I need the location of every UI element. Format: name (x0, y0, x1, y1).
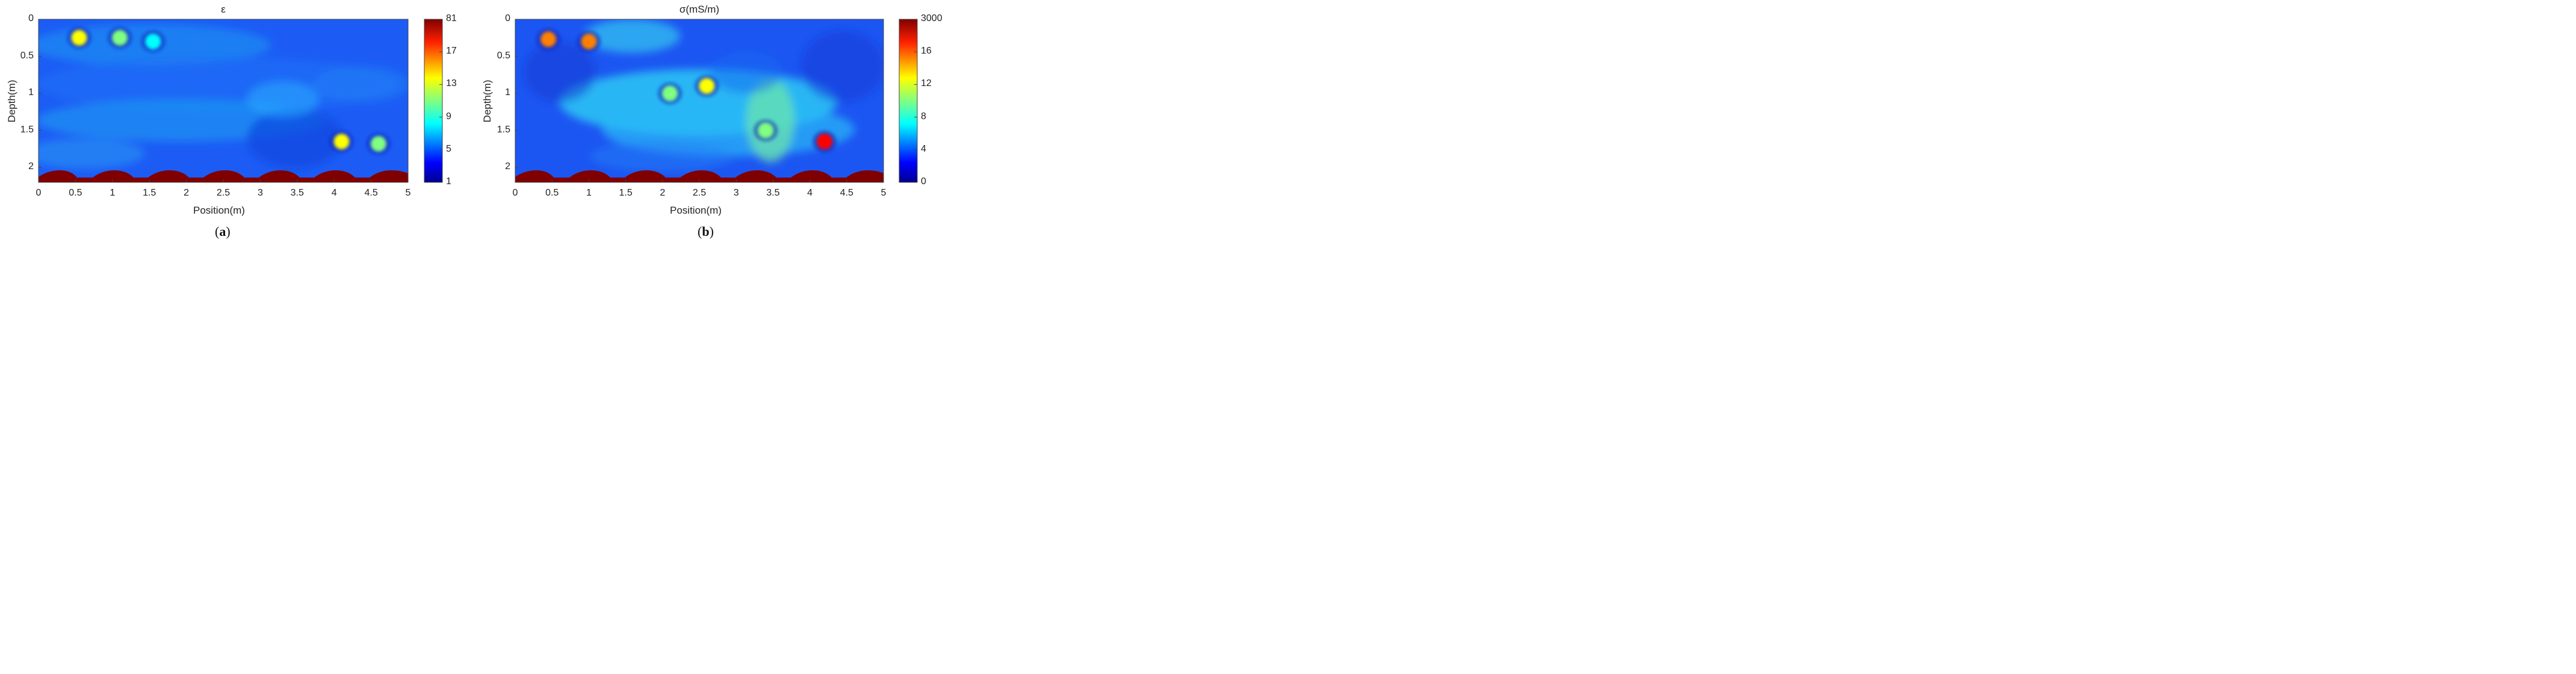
x-tick-label-b: 5 (881, 188, 887, 198)
x-tick-label-b: 3.5 (766, 188, 780, 198)
y-axis-label-a: Depth(m) (6, 79, 17, 123)
panel-label-a: (a) (215, 224, 231, 239)
heatmap-b-anomalies (536, 28, 837, 153)
bedrock-b (515, 170, 884, 182)
axes-a (38, 19, 409, 182)
panel-label-b: (b) (698, 224, 714, 239)
y-tick-label-b: 0 (505, 13, 510, 23)
anomaly-mark-b (581, 33, 597, 49)
panel-a-title: ε (221, 4, 226, 15)
y-tick-label-a: 1.5 (20, 124, 34, 135)
x-axis-label-b: Position(m) (670, 205, 722, 216)
panel-a (38, 19, 443, 183)
x-tick-label-b: 3 (733, 188, 739, 198)
anomaly-mark-a (370, 135, 386, 152)
colorbar-tick-label-b: 12 (921, 78, 932, 89)
bedrock-a (39, 170, 408, 182)
y-tick-label-b: 1 (505, 87, 510, 98)
colorbar-a (424, 19, 443, 183)
x-tick-label-a: 3.5 (290, 188, 304, 198)
x-tick-label-a: 3 (257, 188, 263, 198)
y-tick-label-a: 0 (28, 13, 34, 23)
anomaly-mark-b (662, 85, 678, 102)
colorbar-b-ticks (914, 19, 917, 183)
colorbar-tick-label-a: 9 (446, 111, 451, 122)
colorbar-tick-label-b: 3000 (921, 13, 943, 23)
x-tick-label-a: 0.5 (69, 188, 82, 198)
x-tick-label-b: 2.5 (692, 188, 707, 198)
anomaly-mark-b (758, 122, 774, 138)
x-tick-label-a: 4.5 (364, 188, 378, 198)
y-tick-label-a: 1 (28, 87, 34, 98)
x-tick-label-b: 4.5 (840, 188, 853, 198)
colorbar-tick-label-a: 13 (446, 78, 457, 89)
x-tick-label-a: 5 (405, 188, 411, 198)
x-tick-label-a: 1.5 (143, 188, 156, 198)
panel-b (515, 19, 918, 183)
colorbar-tick-label-b: 16 (921, 46, 932, 57)
x-tick-label-b: 0.5 (545, 188, 559, 198)
colorbar-b (899, 19, 918, 183)
colorbar-tick-label-a: 17 (446, 46, 457, 57)
x-tick-label-a: 1 (110, 188, 116, 198)
x-tick-label-a: 2.5 (216, 188, 231, 198)
y-tick-label-b: 1.5 (497, 124, 510, 135)
x-axis-label-a: Position(m) (193, 205, 245, 216)
colorbar-tick-label-b: 8 (921, 111, 926, 122)
anomaly-mark-b (817, 134, 833, 150)
colorbar-tick-label-b: 0 (921, 176, 926, 187)
heatmap-b-texture (524, 19, 884, 172)
colorbar-tick-label-a: 1 (446, 176, 451, 187)
y-tick-label-a: 0.5 (20, 50, 34, 61)
x-tick-label-b: 2 (660, 188, 666, 198)
x-tick-label-b: 0 (512, 188, 518, 198)
x-tick-label-b: 4 (807, 188, 813, 198)
anomaly-mark-a (145, 33, 161, 49)
figure-canvas (38, 19, 918, 183)
heatmap-a-anomalies (67, 26, 391, 155)
x-tick-label-b: 1.5 (619, 188, 633, 198)
anomaly-mark-a (333, 134, 350, 150)
anomaly-mark-a (112, 29, 128, 46)
panel-b-title: σ(mS/m) (679, 4, 720, 15)
colorbar-tick-label-b: 4 (921, 143, 926, 154)
x-tick-label-a: 0 (36, 188, 42, 198)
anomaly-mark-b (540, 31, 557, 48)
y-tick-label-b: 2 (505, 161, 510, 172)
anomaly-mark-b (699, 78, 715, 94)
colorbar-tick-label-a: 81 (446, 13, 457, 23)
y-tick-label-b: 0.5 (497, 50, 510, 61)
axes-b (515, 19, 884, 182)
colorbar-a-ticks (439, 19, 442, 183)
heatmap-a-texture (39, 24, 408, 168)
colorbar-tick-label-a: 5 (446, 143, 451, 154)
heatmap-b (515, 19, 884, 182)
x-tick-label-a: 2 (184, 188, 190, 198)
x-tick-label-a: 4 (331, 188, 337, 198)
anomaly-mark-a (71, 29, 87, 46)
y-tick-label-a: 2 (28, 161, 34, 172)
y-axis-label-b: Depth(m) (481, 79, 493, 123)
heatmap-a (39, 19, 408, 182)
x-tick-label-b: 1 (586, 188, 592, 198)
